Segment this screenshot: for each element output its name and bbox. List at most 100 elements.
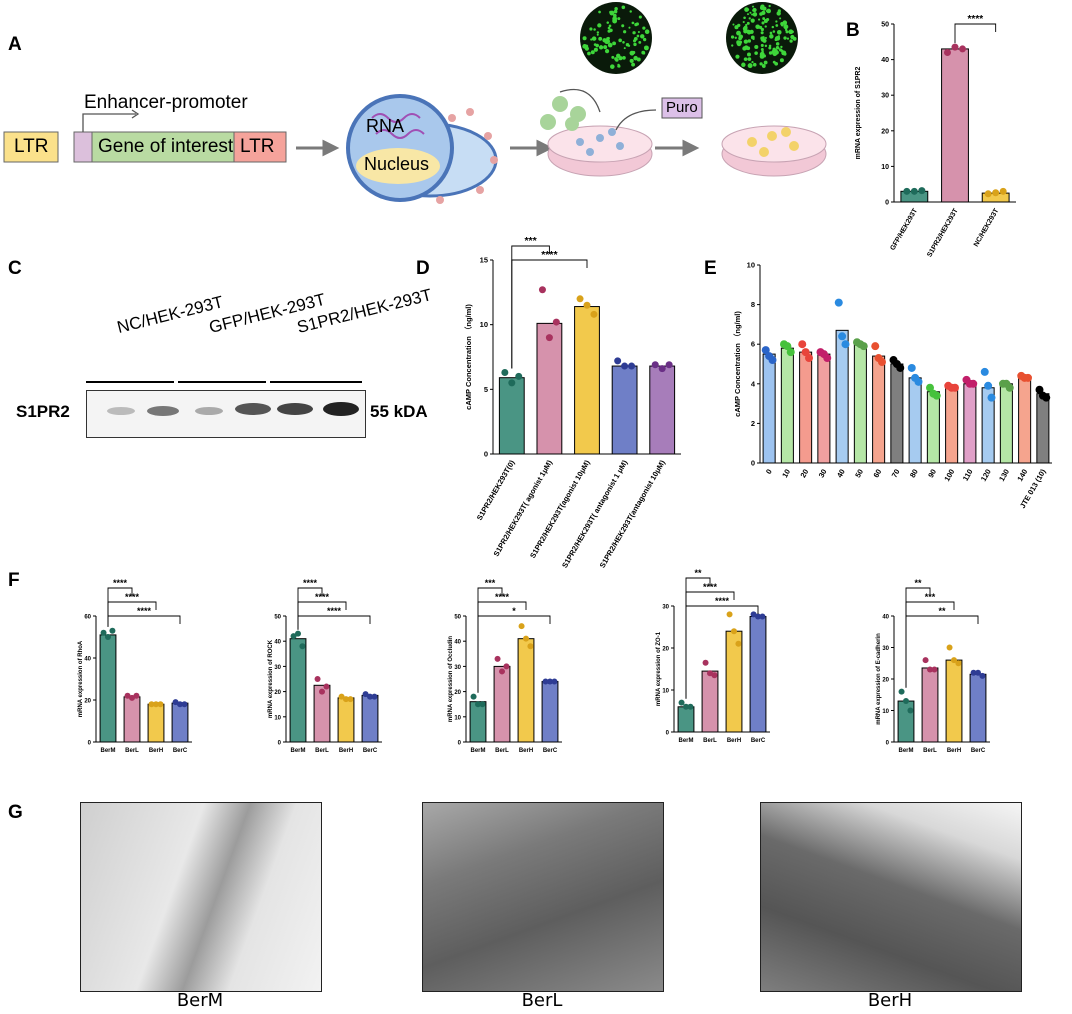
bar — [541, 681, 559, 743]
fluorescent-cell — [642, 26, 646, 30]
data-point — [980, 367, 989, 376]
y-tick-label: 30 — [454, 665, 461, 671]
data-point — [651, 361, 659, 369]
x-tick-label: BerC — [751, 738, 766, 744]
y-tick-label: 20 — [882, 678, 889, 684]
data-point — [969, 379, 978, 388]
x-tick-label: 80 — [908, 468, 920, 480]
bar — [963, 383, 977, 464]
data-point — [527, 643, 534, 650]
y-tick-label: 10 — [747, 261, 755, 270]
significance-label: **** — [968, 14, 984, 25]
data-point — [133, 692, 140, 699]
fluorescent-cell — [761, 21, 765, 25]
size-label: 55 kDA — [370, 402, 428, 421]
y-axis-label: mRNA expression of Occludin — [448, 636, 454, 722]
chart-e: 0 2 4 6 8 10 cAMP Concentration （ng/ml) 0 10 20 30… — [732, 261, 1052, 510]
x-tick-label: BerC — [173, 748, 188, 754]
fluorescent-cell — [623, 30, 627, 34]
x-tick-label: BerL — [315, 748, 329, 754]
data-point — [338, 693, 345, 700]
bar — [469, 701, 487, 743]
fluorescent-cell — [760, 31, 764, 35]
panel-label-b: B — [846, 20, 860, 41]
data-point — [804, 354, 813, 363]
significance-label: *** — [925, 592, 936, 602]
fluorescent-cell — [589, 27, 593, 31]
fluorescent-cell — [598, 36, 603, 41]
data-point — [678, 699, 685, 706]
data-point — [1035, 385, 1044, 394]
flow-arrows — [296, 139, 700, 157]
data-point — [768, 356, 777, 365]
fluorescent-cell — [780, 45, 783, 49]
data-point — [503, 663, 510, 670]
fluorescent-cell — [754, 51, 758, 55]
x-tick-label: BerH — [727, 738, 741, 744]
data-point — [628, 362, 636, 370]
data-point — [687, 703, 694, 710]
x-tick-label: 30 — [817, 468, 829, 480]
fluorescent-cell — [780, 21, 784, 26]
data-point — [910, 187, 918, 195]
data-point — [896, 363, 905, 372]
significance-label: *** — [485, 578, 496, 588]
significance-label: **** — [303, 578, 318, 588]
y-tick-label: 20 — [274, 690, 281, 696]
data-point — [922, 657, 929, 664]
data-point — [711, 672, 718, 679]
y-tick-label: 40 — [454, 640, 461, 646]
data-point — [109, 627, 116, 634]
fluorescent-cell — [742, 46, 747, 51]
band — [195, 407, 223, 415]
fluorescent-cell — [762, 38, 767, 43]
fluorescent-cell — [631, 21, 635, 25]
puro-label: Puro — [666, 99, 698, 116]
significance-label: **** — [137, 606, 152, 616]
fluorescent-cell — [762, 6, 767, 11]
fluorescent-cell — [618, 38, 622, 43]
significance-label: **** — [703, 582, 718, 592]
y-tick-label: 40 — [274, 640, 281, 646]
fluorescent-cell — [772, 30, 776, 33]
y-tick-label: 50 — [881, 22, 889, 29]
data-point — [786, 348, 795, 357]
y-tick-label: 30 — [274, 665, 281, 671]
data-point — [515, 372, 523, 380]
gene-label: Gene of interest — [98, 136, 234, 157]
fluorescent-cell — [618, 57, 621, 60]
panel-label-f: F — [8, 570, 20, 591]
fluorescent-cell — [643, 45, 649, 51]
data-point — [494, 655, 501, 662]
bar — [1018, 377, 1032, 464]
data-point — [984, 381, 993, 390]
fluorescent-cell — [764, 44, 768, 48]
significance-label: **** — [113, 578, 128, 588]
band — [107, 407, 135, 415]
fluorescent-cell — [752, 62, 757, 67]
puro-box — [661, 97, 703, 119]
fluorescent-cell — [644, 29, 650, 35]
x-tick-label: BerM — [470, 748, 485, 754]
fluorescent-cell — [763, 19, 768, 24]
fluorescent-cell — [642, 51, 646, 55]
significance-bracket — [954, 23, 997, 44]
bar — [147, 703, 165, 743]
y-tick-label: 10 — [480, 320, 488, 329]
x-tick-label: S1PR2/HEK293T(antagonist 10μM) — [598, 458, 668, 569]
em-caption-berl: BerL — [521, 990, 563, 1011]
data-point — [362, 691, 369, 698]
data-point — [907, 363, 916, 372]
data-point — [950, 383, 959, 392]
band — [277, 403, 313, 415]
x-tick-label: 140 — [1015, 468, 1029, 483]
fluorescent-cell — [747, 63, 753, 69]
y-axis-label: cAMP Concentration （ng/ml) — [463, 304, 473, 410]
y-tick-label: 40 — [881, 57, 889, 64]
data-point — [148, 701, 155, 708]
x-tick-label: BerC — [543, 748, 558, 754]
bar — [361, 694, 379, 743]
data-point — [871, 342, 880, 351]
fluorescent-cell — [783, 24, 789, 30]
fluorescent-cell — [775, 20, 778, 23]
